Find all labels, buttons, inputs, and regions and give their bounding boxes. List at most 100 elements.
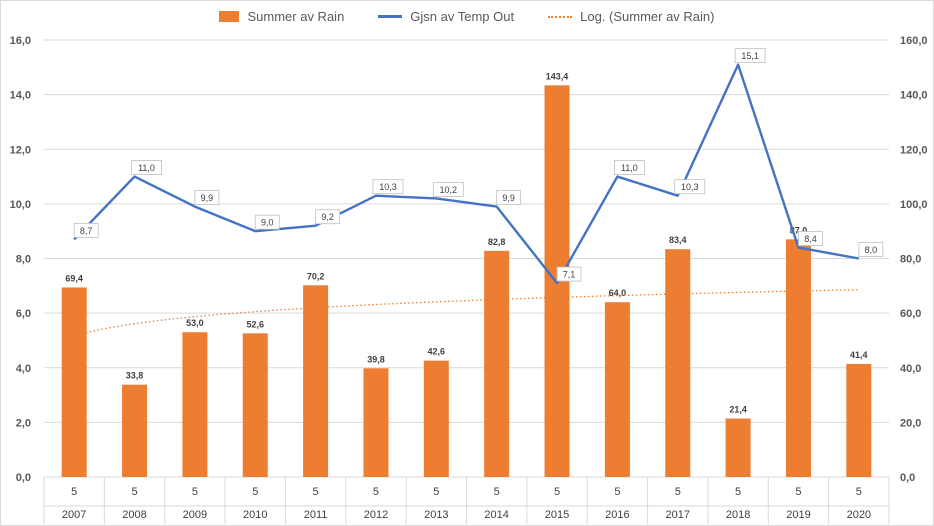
temp-callout-box (496, 190, 522, 206)
temp-data-label: 10,3 (379, 182, 397, 192)
x-sub-label: 5 (433, 486, 439, 498)
x-sub-label: 5 (494, 486, 500, 498)
y-right-tick-label: 160,0 (900, 35, 928, 47)
x-tick-label: 2013 (424, 509, 448, 521)
y-right-tick-label: 0,0 (900, 472, 915, 484)
temp-callout-box (734, 48, 766, 63)
x-tick-label: 2019 (786, 509, 810, 521)
y-left-tick-label: 2,0 (16, 417, 31, 429)
bar-data-label: 143,4 (546, 71, 569, 81)
bar (303, 285, 329, 477)
x-sub-label: 5 (192, 486, 198, 498)
x-sub-label: 5 (313, 486, 319, 498)
bar-data-label: 41,4 (850, 350, 868, 360)
temp-callout-box (858, 242, 884, 257)
temp-data-label: 10,3 (681, 182, 699, 192)
bar (484, 250, 510, 477)
x-tick-label: 2010 (243, 509, 267, 521)
x-tick-label: 2014 (484, 509, 508, 521)
x-sub-label: 5 (856, 486, 862, 498)
bar-data-label: 21,4 (729, 405, 747, 415)
legend: Summer av Rain Gjsn av Temp Out Log. (Su… (0, 9, 934, 24)
x-tick-label: 2016 (605, 509, 629, 521)
temp-data-label: 8,0 (865, 245, 878, 255)
bar (423, 360, 449, 477)
bar (725, 418, 751, 477)
temp-callout-box (254, 214, 280, 230)
x-tick-label: 2020 (847, 509, 871, 521)
bar-data-label: 53,0 (186, 318, 204, 328)
y-right-tick-label: 60,0 (900, 308, 921, 320)
legend-label-temp: Gjsn av Temp Out (410, 9, 515, 24)
bar-data-label: 69,4 (65, 273, 83, 283)
x-sub-label: 5 (131, 486, 137, 498)
bar-data-label: 70,2 (307, 271, 325, 281)
y-right-tick-label: 40,0 (900, 363, 921, 375)
x-sub-label: 5 (735, 486, 741, 498)
y-left-tick-label: 6,0 (16, 308, 31, 320)
bar (363, 368, 389, 477)
bar-data-label: 42,6 (428, 347, 446, 357)
temp-callout-box (73, 222, 99, 238)
legend-item-trend: Log. (Summer av Rain) (548, 9, 715, 24)
bar (242, 333, 268, 477)
x-tick-label: 2007 (62, 509, 86, 521)
y-left-tick-label: 0,0 (16, 472, 31, 484)
x-sub-label: 5 (373, 486, 379, 498)
temp-data-label: 8,4 (804, 234, 817, 244)
temp-data-label: 8,7 (80, 226, 93, 236)
x-sub-label: 5 (71, 486, 77, 498)
y-left-tick-label: 16,0 (10, 35, 31, 47)
bar (665, 249, 691, 477)
temp-callout-box (613, 160, 645, 175)
x-sub-label: 5 (614, 486, 620, 498)
y-left-tick-label: 4,0 (16, 363, 31, 375)
temp-callout-box (798, 231, 823, 246)
y-left-tick-label: 14,0 (10, 90, 31, 102)
temp-data-label: 10,2 (440, 185, 458, 195)
y-right-tick-label: 20,0 (900, 417, 921, 429)
legend-swatch-trend (548, 15, 573, 18)
bar-data-label: 83,4 (669, 235, 687, 245)
temp-callout-box (131, 160, 162, 175)
legend-label-trend: Log. (Summer av Rain) (580, 9, 715, 24)
temp-callout-box (556, 266, 582, 282)
x-tick-label: 2011 (304, 509, 328, 521)
bar-data-label: 64,0 (609, 288, 627, 298)
y-right-tick-label: 80,0 (900, 254, 921, 266)
bar (182, 332, 208, 477)
legend-item-temp: Gjsn av Temp Out (378, 9, 514, 24)
bar-data-label: 52,6 (246, 319, 264, 329)
temp-line (73, 63, 860, 285)
bar (61, 287, 87, 477)
y-left-tick-label: 12,0 (10, 144, 31, 156)
x-tick-label: 2009 (183, 509, 207, 521)
x-tick-label: 2012 (364, 509, 388, 521)
temp-callout-box (372, 179, 404, 195)
bar-data-label: 82,8 (488, 237, 506, 247)
x-sub-label: 5 (795, 486, 801, 498)
bar (122, 384, 148, 477)
x-sub-label: 5 (554, 486, 560, 498)
temp-data-label: 11,0 (138, 163, 155, 173)
y-right-tick-label: 140,0 (900, 90, 928, 102)
legend-swatch-temp (378, 15, 403, 18)
temp-data-label: 11,0 (621, 163, 638, 173)
x-tick-label: 2015 (545, 509, 569, 521)
bar-data-label: 87,0 (790, 225, 808, 235)
bar (846, 363, 872, 477)
x-sub-label: 5 (675, 486, 681, 498)
temp-callout-box (432, 182, 464, 197)
bar (785, 239, 811, 477)
x-tick-label: 2008 (122, 509, 146, 521)
bar-data-label: 39,8 (367, 354, 385, 364)
bar-data-label: 33,8 (126, 371, 144, 381)
temp-data-label: 15,1 (741, 51, 759, 61)
legend-item-rain: Summer av Rain (219, 9, 344, 24)
temp-callout-box (194, 190, 220, 206)
temp-data-label: 7,1 (563, 270, 576, 280)
temp-callout-box (674, 179, 706, 195)
temp-data-label: 9,0 (261, 218, 274, 228)
x-tick-label: 2017 (666, 509, 690, 521)
